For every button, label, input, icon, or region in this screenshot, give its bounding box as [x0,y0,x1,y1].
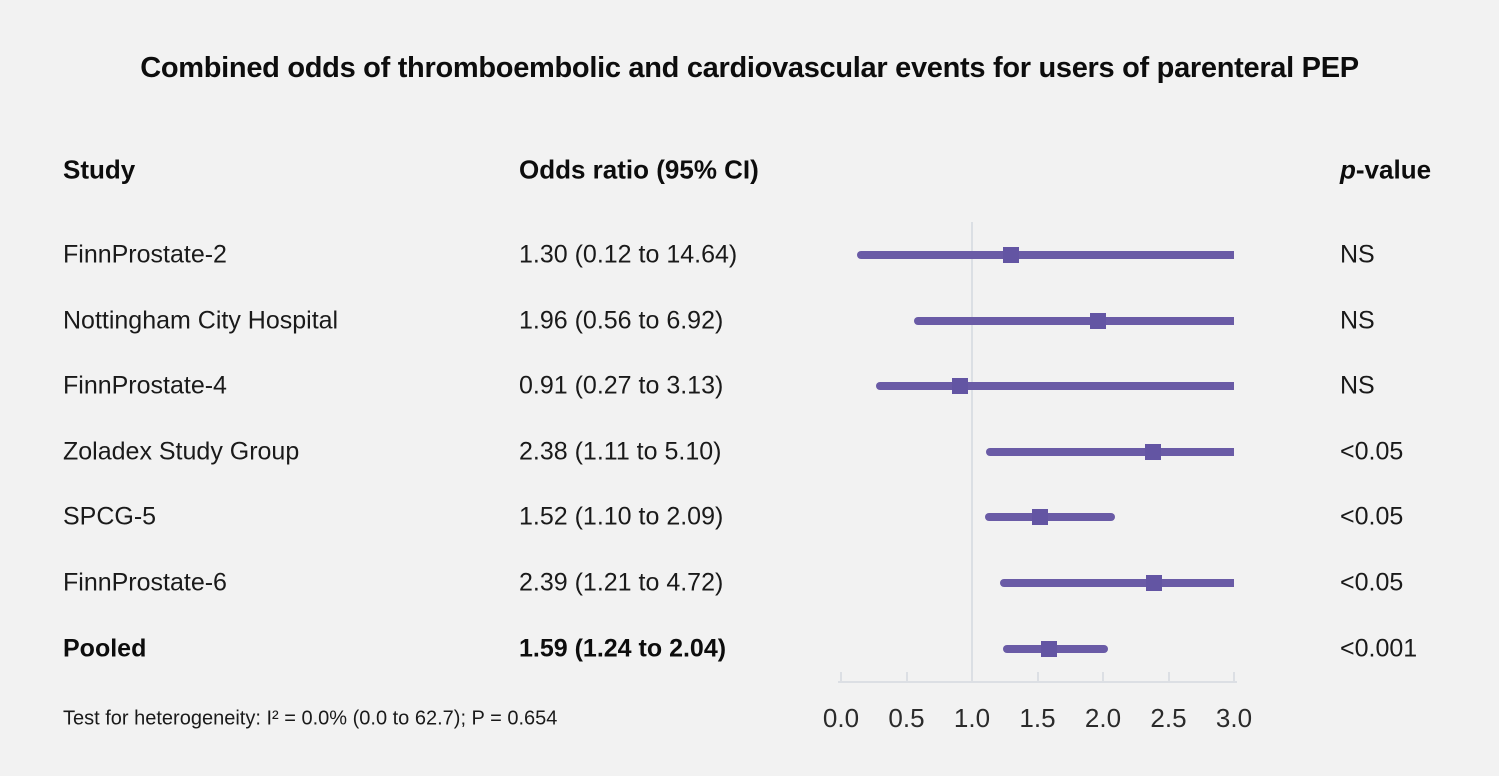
p-value: NS [1340,306,1375,335]
x-axis-tick [840,672,842,682]
column-header-odds-ratio: Odds ratio (95% CI) [519,154,759,185]
odds-ratio-marker [1144,443,1161,460]
odds-ratio-value: 1.52 (1.10 to 2.09) [519,502,724,531]
confidence-interval-line [914,316,1234,325]
x-axis-line [838,681,1237,683]
x-axis-tick [1167,672,1170,682]
odds-ratio-marker [1041,640,1058,657]
p-value: <0.05 [1340,568,1404,597]
x-axis-tick-label: 1.0 [953,703,991,733]
x-axis-tick-label: 0.0 [822,703,860,733]
study-name: Nottingham City Hospital [63,306,339,335]
x-axis-tick-label: 2.5 [1150,703,1187,733]
odds-ratio-value: 1.59 (1.24 to 2.04) [519,634,727,663]
odds-ratio-value: 0.91 (0.27 to 3.13) [519,371,724,400]
confidence-interval-line [856,251,1234,259]
x-axis-tick [1036,672,1039,682]
odds-ratio-marker [1003,247,1020,263]
odds-ratio-marker [1089,312,1106,329]
p-value-header-italic-p: p [1340,154,1356,185]
study-name: Pooled [63,634,147,663]
confidence-interval-line [985,513,1115,522]
odds-ratio-value: 1.96 (0.56 to 6.92) [519,306,724,335]
p-value: <0.001 [1340,634,1418,663]
x-axis-tick-label: 3.0 [1215,703,1253,733]
odds-ratio-marker [1146,575,1163,591]
odds-ratio-value: 2.39 (1.21 to 4.72) [519,568,724,597]
odds-ratio-value: 1.30 (0.12 to 14.64) [519,240,738,269]
reference-line [971,222,973,683]
confidence-interval-line [986,447,1234,456]
x-axis-tick [971,672,973,682]
p-value: NS [1340,371,1375,400]
x-axis-tick [905,672,908,682]
study-name: FinnProstate-2 [63,240,227,269]
confidence-interval-line [999,579,1234,587]
column-header-p-value: p-value [1340,155,1431,186]
odds-ratio-value: 2.38 (1.11 to 5.10) [519,437,722,466]
study-name: FinnProstate-6 [63,568,227,597]
odds-ratio-marker [1032,509,1049,526]
x-axis-tick [1102,672,1104,682]
p-value: <0.05 [1340,502,1404,531]
x-axis-tick [1233,672,1235,682]
study-name: Zoladex Study Group [63,437,300,466]
confidence-interval-line [876,382,1234,391]
heterogeneity-note: Test for heterogeneity: I² = 0.0% (0.0 t… [63,707,558,730]
x-axis-tick-label: 0.5 [888,703,925,733]
p-value: NS [1340,240,1375,269]
x-axis-tick-label: 2.0 [1084,703,1122,733]
figure-title: Combined odds of thromboembolic and card… [140,52,1359,84]
x-axis-tick-label: 1.5 [1019,703,1056,733]
column-header-study: Study [63,154,136,185]
study-name: FinnProstate-4 [63,371,227,400]
odds-ratio-marker [952,378,969,395]
p-value: <0.05 [1340,437,1404,466]
study-name: SPCG-5 [63,502,157,531]
p-value-header-rest: -value [1355,154,1432,185]
